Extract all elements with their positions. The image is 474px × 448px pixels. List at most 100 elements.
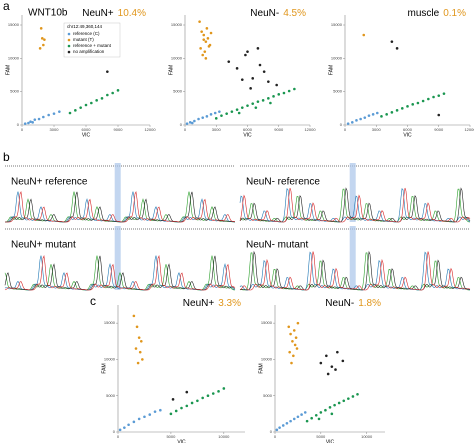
point <box>277 93 281 96</box>
point <box>132 314 136 318</box>
point <box>363 116 367 119</box>
point <box>235 108 239 111</box>
y-tick-label: 0 <box>17 122 20 127</box>
annotation-value: 3.3% <box>218 298 241 309</box>
x-tick-label: 0 <box>184 127 187 132</box>
point <box>132 420 136 424</box>
point <box>278 426 281 429</box>
point <box>390 40 394 43</box>
x-axis-label: VIC <box>82 132 91 138</box>
point <box>217 390 220 393</box>
legend-label: no amplification <box>73 49 105 54</box>
x-tick-label: 12000 <box>304 127 316 132</box>
point <box>188 121 192 124</box>
point <box>246 104 249 107</box>
point <box>138 350 142 354</box>
annotation: NeuN- 1.8% <box>325 298 381 309</box>
trace <box>239 187 471 223</box>
annotation-value: 4.5% <box>283 8 306 19</box>
point <box>267 97 270 100</box>
point <box>251 77 255 80</box>
y-tick-label: 10000 <box>8 55 20 60</box>
point <box>95 99 98 102</box>
trace <box>5 191 236 223</box>
point <box>137 336 141 339</box>
point <box>237 111 241 115</box>
y-tick-label: 0 <box>113 429 116 434</box>
point <box>362 33 366 37</box>
y-tick-label: 15000 <box>261 320 273 325</box>
y-tick-label: 15000 <box>171 22 183 27</box>
point <box>251 102 255 105</box>
point <box>281 424 285 427</box>
point <box>123 426 126 429</box>
point <box>79 106 82 109</box>
x-tick-label: 9000 <box>114 127 124 132</box>
point <box>204 57 208 60</box>
x-axis-label: VIC <box>326 439 335 443</box>
y-tick-label: 15000 <box>104 320 116 325</box>
point <box>100 97 104 100</box>
point <box>37 117 41 121</box>
y-tick-label: 5000 <box>10 89 20 94</box>
point <box>326 372 330 376</box>
point <box>90 101 93 105</box>
panel-label: b <box>3 150 10 164</box>
point <box>347 397 350 400</box>
point <box>330 412 334 416</box>
y-tick-label: 5000 <box>263 393 273 398</box>
point <box>288 350 291 354</box>
point <box>292 329 296 332</box>
point <box>294 336 298 339</box>
point <box>227 60 231 63</box>
point <box>395 47 399 50</box>
annotation-value: 0.1% <box>443 8 466 19</box>
y-tick-label: 10000 <box>261 356 273 361</box>
y-tick-label: 10000 <box>171 55 183 60</box>
point <box>291 339 294 343</box>
legend-box <box>63 22 121 58</box>
point <box>180 406 183 410</box>
point <box>287 325 291 329</box>
point <box>204 40 208 43</box>
point <box>171 398 175 401</box>
point <box>174 409 178 413</box>
x-tick-label: 5000 <box>166 434 176 439</box>
point <box>285 421 289 425</box>
point <box>336 350 339 354</box>
point <box>296 321 300 325</box>
trace <box>239 187 471 223</box>
legend-label: mutant (T) <box>73 37 94 42</box>
annotation: NeuN+ 10.4% <box>82 8 146 19</box>
point <box>42 115 45 119</box>
point <box>385 113 388 116</box>
x-tick-label: 9000 <box>434 127 444 132</box>
point <box>244 53 247 57</box>
point <box>324 408 327 412</box>
y-axis-label: FAM <box>5 65 11 75</box>
annotation-label: NeuN- <box>325 298 354 309</box>
point <box>84 103 88 107</box>
point <box>275 83 278 87</box>
point <box>23 122 27 125</box>
x-tick-label: 0 <box>274 434 277 439</box>
point <box>346 122 350 125</box>
chromatogram-label: NeuN- reference <box>246 177 320 188</box>
point <box>201 116 205 119</box>
annotation: NeuN- 4.5% <box>250 8 306 19</box>
point <box>222 387 226 390</box>
point <box>256 47 260 50</box>
y-axis-label: FAM <box>101 363 107 373</box>
point <box>355 119 358 122</box>
trace <box>4 255 236 291</box>
highlight <box>114 163 121 222</box>
point <box>437 94 441 97</box>
point <box>350 121 354 124</box>
point <box>246 50 249 53</box>
point <box>262 70 266 73</box>
point <box>201 396 204 400</box>
point <box>185 390 189 394</box>
point <box>218 110 221 113</box>
point <box>342 399 346 403</box>
point <box>106 93 109 97</box>
